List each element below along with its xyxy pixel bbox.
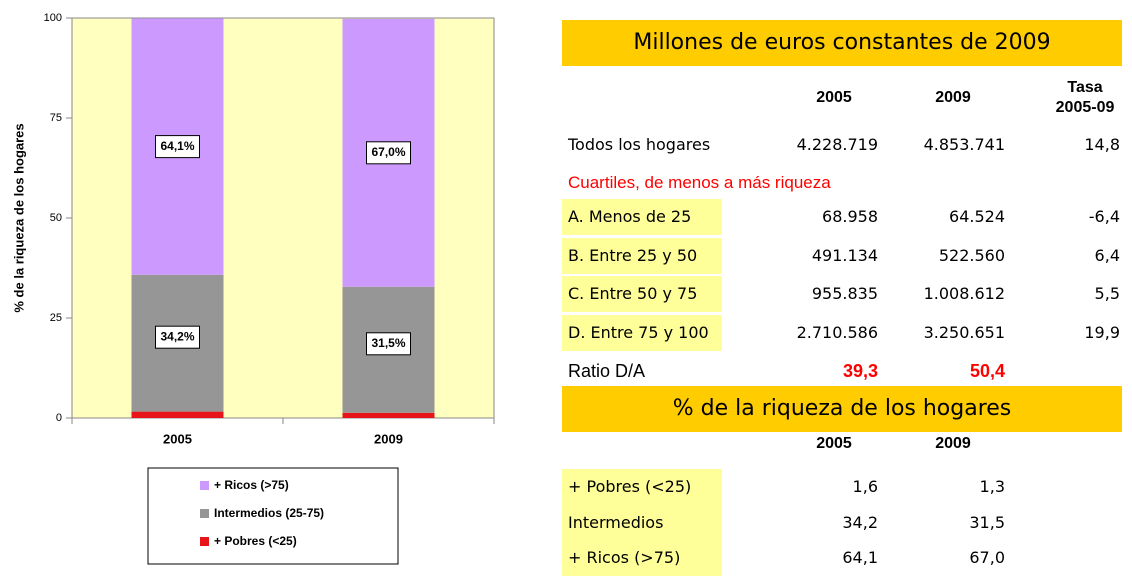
cell-value: 19,9	[1084, 322, 1120, 342]
cell-value: 6,4	[1094, 245, 1120, 265]
y-tick-label: 25	[50, 312, 62, 324]
label-highlight	[562, 237, 722, 274]
x-tick-label: 2009	[374, 431, 403, 446]
cell-value: 1.008.612	[923, 284, 1005, 303]
legend-label: + Ricos (>75)	[214, 478, 289, 492]
y-tick-label: 0	[56, 412, 62, 424]
cell-value: 955.835	[811, 284, 878, 303]
value-label-box	[366, 332, 411, 356]
label-highlight	[562, 314, 722, 351]
column-header: 2009	[935, 89, 971, 106]
value-label: 34,2%	[160, 329, 194, 343]
label-highlight	[562, 199, 722, 235]
cell-value: 34,2	[842, 512, 878, 532]
y-tick-label: 100	[44, 12, 62, 24]
value-label: 67,0%	[371, 145, 405, 159]
label-highlight	[562, 540, 722, 576]
cell-value: 31,5	[969, 512, 1005, 532]
row-label: Intermedios	[568, 512, 664, 532]
y-tick-label: 50	[50, 212, 62, 224]
label-highlight	[562, 276, 722, 312]
section-label: Cuartiles, de menos a más riqueza	[568, 173, 831, 192]
cell-value: 64,1	[842, 548, 878, 567]
cell-value: 1,6	[852, 477, 878, 496]
row-label: D. Entre 75 y 100	[568, 322, 709, 342]
cell-value: 67,0	[969, 548, 1005, 567]
value-label-box	[155, 135, 200, 159]
cell-value: 50,4	[969, 361, 1005, 381]
cell-value: 64.524	[949, 207, 1005, 226]
row-label: C. Entre 50 y 75	[568, 284, 698, 303]
row-label: Ratio D/A	[568, 361, 646, 381]
cell-value: 2.710.586	[796, 322, 878, 342]
column-header: 2005	[816, 89, 852, 106]
column-header: 2009	[935, 435, 971, 452]
cell-value: 3.250.651	[923, 322, 1005, 342]
cell-value: -6,4	[1088, 207, 1120, 226]
shares-title: % de la riqueza de los hogares	[562, 386, 1122, 432]
table-title: Millones de euros constantes de 2009	[562, 20, 1122, 66]
cell-value: 39,3	[842, 361, 878, 381]
value-label: 64,1%	[160, 139, 194, 153]
label-highlight	[562, 504, 722, 541]
bar-segment	[342, 412, 435, 418]
legend-swatch	[200, 509, 209, 518]
label-highlight	[562, 469, 722, 505]
legend-swatch	[200, 537, 209, 546]
row-label: + Ricos (>75)	[568, 548, 681, 567]
legend-label: Intermedios (25-75)	[214, 506, 324, 520]
bar-segment	[131, 411, 224, 418]
y-tick-label: 75	[50, 112, 62, 124]
legend-swatch	[200, 481, 209, 490]
chart: % de la riqueza de los hogares 0 25 50 75 10…	[11, 12, 495, 565]
value-label: 31,5%	[371, 336, 405, 350]
cell-value: 14,8	[1084, 135, 1120, 154]
row-label: Todos los hogares	[568, 135, 711, 154]
cell-value: 4.853.741	[923, 135, 1005, 154]
column-header: Tasa 2005-09	[1055, 79, 1115, 116]
row-label: + Pobres (<25)	[568, 477, 692, 496]
legend-label: + Pobres (<25)	[214, 534, 297, 548]
cell-value: 491.134	[811, 245, 878, 265]
cell-value: 68.958	[822, 207, 878, 226]
row-label: B. Entre 25 y 50	[568, 245, 698, 265]
cell-value: 5,5	[1094, 284, 1120, 303]
cell-value: 1,3	[979, 477, 1005, 496]
value-label-box	[366, 141, 411, 165]
value-label-box	[155, 325, 200, 349]
row-label: A. Menos de 25	[568, 207, 692, 226]
cell-value: 4.228.719	[796, 135, 878, 154]
column-header: 2005	[816, 435, 852, 452]
cell-value: 522.560	[938, 245, 1005, 265]
x-tick-label: 2005	[163, 431, 192, 446]
y-axis-label: % de la riqueza de los hogares	[11, 123, 26, 312]
legend-box	[147, 467, 399, 565]
